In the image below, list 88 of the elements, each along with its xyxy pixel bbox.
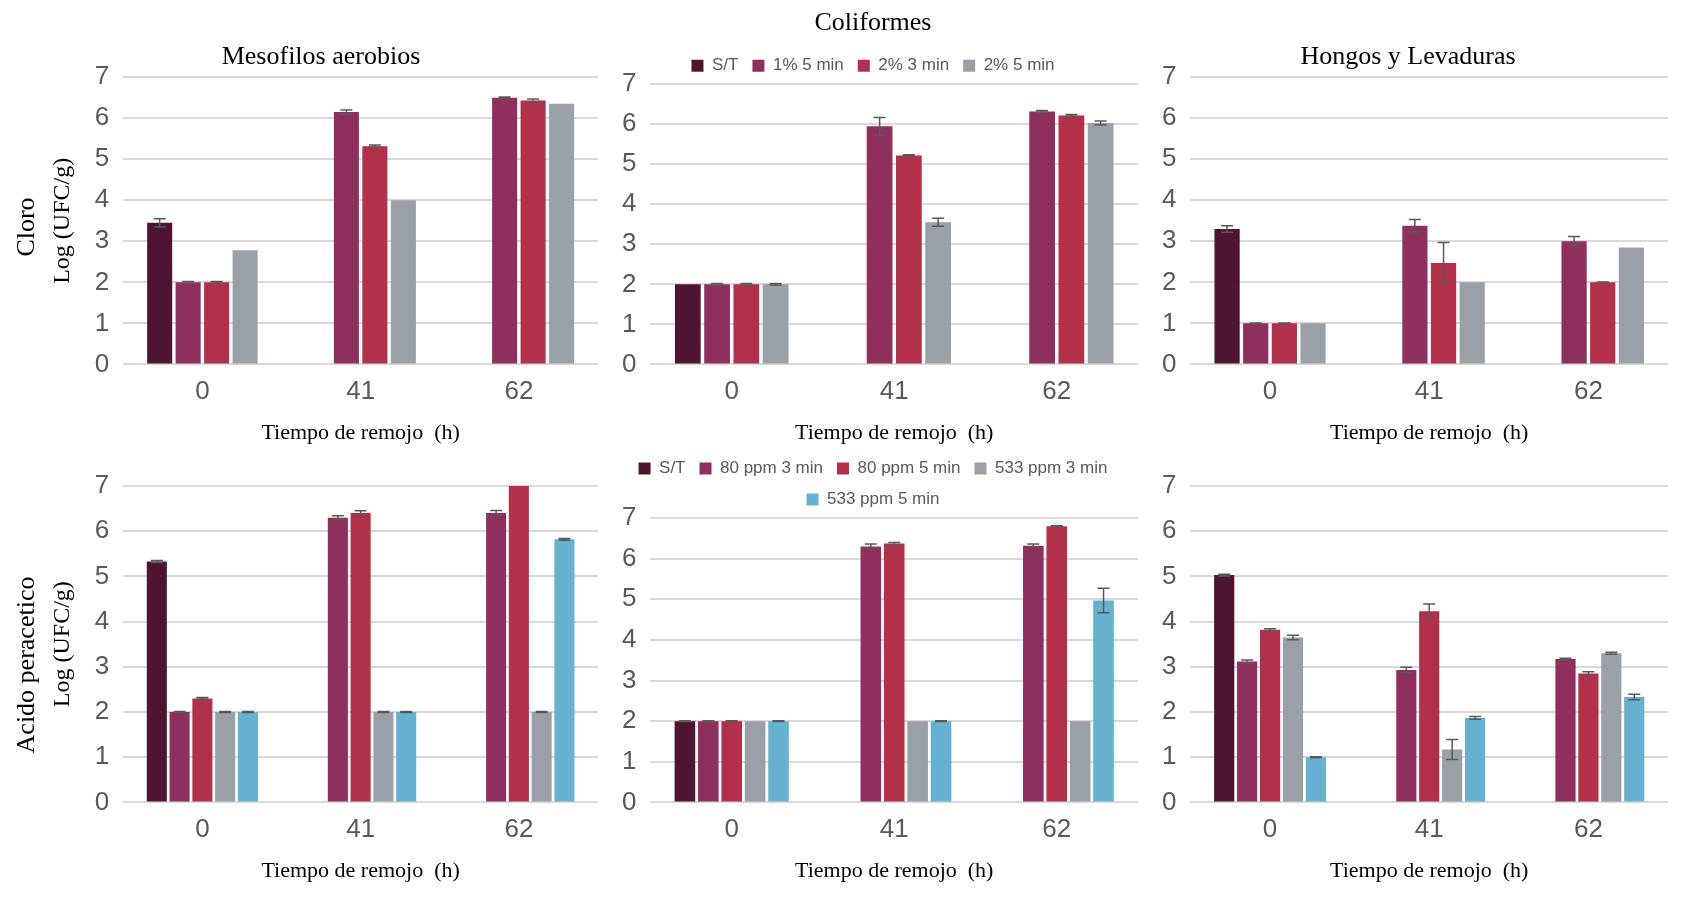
chart-title: Hongos y Levaduras — [1300, 41, 1516, 71]
text: Acido peracetico — [11, 576, 41, 754]
x-axis-title: Tiempo de remojo (h) — [795, 418, 994, 444]
x-tick-label: 41 — [879, 375, 909, 406]
y-tick-label: 3 — [621, 663, 637, 694]
y-tick-label: 3 — [621, 227, 637, 258]
x-tick-label: 0 — [195, 375, 210, 406]
y-tick-label: 7 — [1161, 469, 1177, 500]
y-tick-label: 0 — [1161, 785, 1177, 816]
y-tick-label: 3 — [1161, 649, 1177, 680]
y-axis-title: Log (UFC/g) — [47, 581, 74, 708]
legend-label: 80 ppm 3 min — [720, 458, 823, 478]
x-axis-title: Tiempo de remojo (h) — [1330, 856, 1529, 882]
y-tick-label: 5 — [94, 559, 110, 590]
y-tick-label: 2 — [1161, 265, 1177, 296]
x-tick-label: 41 — [346, 813, 376, 844]
y-tick-label: 4 — [1161, 183, 1177, 214]
x-tick-label: 0 — [1262, 375, 1278, 406]
legend-label: 2% 5 min — [983, 55, 1055, 75]
y-tick-label: 3 — [94, 224, 110, 255]
y-tick-label: 5 — [621, 147, 637, 178]
x-axis-title: Tiempo de remojo (h) — [261, 856, 460, 882]
x-tick-label: 62 — [1573, 375, 1603, 406]
legend-label: 80 ppm 5 min — [857, 458, 961, 478]
legend-label: 1% 5 min — [772, 55, 844, 75]
y-tick-label: 4 — [94, 604, 110, 635]
x-tick-label: 0 — [1262, 813, 1278, 844]
x-tick-label: 62 — [1573, 813, 1603, 844]
y-tick-label: 7 — [621, 501, 637, 532]
y-tick-label: 0 — [94, 785, 110, 816]
y-tick-label: 2 — [621, 704, 637, 735]
y-tick-label: 6 — [1161, 101, 1177, 132]
legend-label: S/T — [711, 55, 739, 75]
y-tick-label: 4 — [621, 623, 637, 654]
x-tick-label: 0 — [724, 375, 739, 406]
y-tick-label: 7 — [94, 469, 110, 500]
y-tick-label: 5 — [1161, 142, 1177, 173]
y-tick-label: 6 — [621, 541, 637, 572]
y-tick-label: 6 — [94, 101, 110, 132]
chart-title: Mesofilos aerobios — [221, 41, 421, 71]
y-tick-label: 6 — [94, 514, 110, 545]
x-tick-label: 62 — [504, 375, 534, 406]
y-axis-title: Log (UFC/g) — [47, 157, 74, 284]
x-tick-label: 0 — [724, 813, 739, 844]
y-tick-label: 4 — [94, 183, 110, 214]
y-tick-label: 3 — [1161, 224, 1177, 255]
x-axis-title: Tiempo de remojo (h) — [795, 856, 994, 882]
x-tick-label: 0 — [195, 813, 210, 844]
y-tick-label: 1 — [621, 307, 637, 338]
x-tick-label: 41 — [346, 375, 376, 406]
y-tick-label: 0 — [94, 347, 110, 378]
y-tick-label: 1 — [1161, 306, 1177, 337]
x-tick-label: 62 — [1042, 813, 1072, 844]
y-tick-label: 2 — [1161, 695, 1177, 726]
y-tick-label: 7 — [94, 60, 110, 91]
x-tick-label: 41 — [1414, 813, 1444, 844]
y-tick-label: 6 — [1161, 514, 1177, 545]
y-tick-label: 5 — [1161, 559, 1177, 590]
x-tick-label: 62 — [504, 813, 534, 844]
y-tick-label: 3 — [94, 649, 110, 680]
y-tick-label: 2 — [94, 265, 110, 296]
y-tick-label: 0 — [621, 347, 637, 378]
y-tick-label: 0 — [621, 785, 637, 816]
y-tick-label: 2 — [94, 695, 110, 726]
x-axis-title: Tiempo de remojo (h) — [261, 418, 460, 444]
y-tick-label: 4 — [1161, 604, 1177, 635]
y-tick-label: 2 — [621, 267, 637, 298]
y-tick-label: 1 — [1161, 740, 1177, 771]
legend-label: 533 ppm 5 min — [827, 489, 940, 509]
x-tick-label: 41 — [879, 813, 909, 844]
y-tick-label: 6 — [621, 107, 637, 138]
x-tick-label: 41 — [1414, 375, 1444, 406]
legend-label: 533 ppm 3 min — [994, 458, 1108, 478]
y-tick-label: 1 — [94, 306, 110, 337]
x-tick-label: 62 — [1042, 375, 1072, 406]
y-tick-label: 4 — [621, 187, 637, 218]
y-tick-label: 1 — [621, 744, 637, 775]
y-tick-label: 1 — [94, 740, 110, 771]
y-tick-label: 0 — [1161, 347, 1177, 378]
y-tick-label: 7 — [621, 67, 637, 98]
legend-label: 2% 3 min — [878, 55, 950, 75]
y-tick-label: 5 — [94, 142, 110, 173]
text: Cloro — [11, 197, 41, 257]
y-tick-label: 5 — [621, 582, 637, 613]
legend-label: S/T — [659, 458, 686, 478]
y-tick-label: 7 — [1161, 60, 1177, 91]
chart-title: Coliformes — [814, 7, 932, 37]
x-axis-title: Tiempo de remojo (h) — [1330, 418, 1529, 444]
